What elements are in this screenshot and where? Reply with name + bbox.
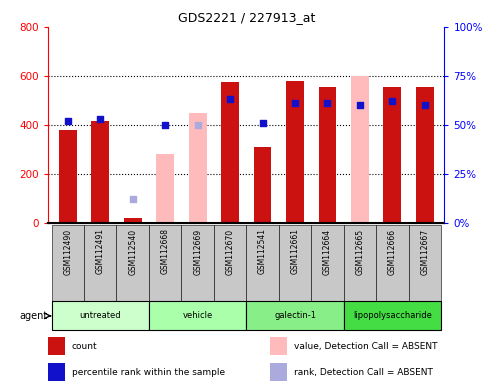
Bar xyxy=(376,225,409,301)
Bar xyxy=(279,225,311,301)
Text: GSM112669: GSM112669 xyxy=(193,228,202,275)
Bar xyxy=(91,121,109,223)
Text: GSM112667: GSM112667 xyxy=(420,228,429,275)
Point xyxy=(129,196,137,202)
Bar xyxy=(116,225,149,301)
Point xyxy=(324,100,331,106)
Bar xyxy=(221,82,239,223)
Bar xyxy=(149,301,246,330)
Text: GSM112540: GSM112540 xyxy=(128,228,137,275)
Bar xyxy=(344,225,376,301)
Text: galectin-1: galectin-1 xyxy=(274,311,316,320)
Point xyxy=(259,120,267,126)
Point xyxy=(226,96,234,103)
Bar xyxy=(409,225,441,301)
Bar xyxy=(246,225,279,301)
Bar xyxy=(156,154,174,223)
Text: vehicle: vehicle xyxy=(183,311,213,320)
Text: count: count xyxy=(72,342,98,351)
Point xyxy=(194,122,201,128)
Bar xyxy=(270,363,287,381)
Bar xyxy=(319,87,337,223)
Bar xyxy=(344,301,441,330)
Text: rank, Detection Call = ABSENT: rank, Detection Call = ABSENT xyxy=(294,368,433,377)
Text: untreated: untreated xyxy=(79,311,121,320)
Bar xyxy=(52,225,84,301)
Bar xyxy=(52,301,149,330)
Point xyxy=(356,102,364,108)
Point xyxy=(64,118,71,124)
Point xyxy=(388,98,396,104)
Bar xyxy=(47,337,65,356)
Text: GSM112666: GSM112666 xyxy=(388,228,397,275)
Text: GSM112670: GSM112670 xyxy=(226,228,235,275)
Point xyxy=(161,122,169,128)
Bar xyxy=(286,81,304,223)
Text: GSM112491: GSM112491 xyxy=(96,228,105,275)
Text: GSM112661: GSM112661 xyxy=(291,228,299,275)
Title: GDS2221 / 227913_at: GDS2221 / 227913_at xyxy=(178,11,315,24)
Bar xyxy=(47,363,65,381)
Bar xyxy=(189,113,207,223)
Text: percentile rank within the sample: percentile rank within the sample xyxy=(72,368,225,377)
Bar xyxy=(270,337,287,356)
Point xyxy=(421,102,429,108)
Bar xyxy=(214,225,246,301)
Bar xyxy=(416,87,434,223)
Text: lipopolysaccharide: lipopolysaccharide xyxy=(353,311,432,320)
Point xyxy=(291,100,299,106)
Bar xyxy=(246,301,344,330)
Text: GSM112541: GSM112541 xyxy=(258,228,267,275)
Text: GSM112490: GSM112490 xyxy=(63,228,72,275)
Point xyxy=(97,116,104,122)
Text: GSM112668: GSM112668 xyxy=(161,228,170,275)
Bar xyxy=(149,225,182,301)
Text: agent: agent xyxy=(19,311,48,321)
Text: GSM112664: GSM112664 xyxy=(323,228,332,275)
Bar xyxy=(182,225,214,301)
Bar xyxy=(84,225,116,301)
Bar xyxy=(254,147,271,223)
Bar xyxy=(384,87,401,223)
Bar xyxy=(311,225,344,301)
Bar xyxy=(351,76,369,223)
Bar xyxy=(59,130,77,223)
Bar xyxy=(124,218,142,223)
Text: GSM112665: GSM112665 xyxy=(355,228,365,275)
Text: value, Detection Call = ABSENT: value, Detection Call = ABSENT xyxy=(294,342,438,351)
